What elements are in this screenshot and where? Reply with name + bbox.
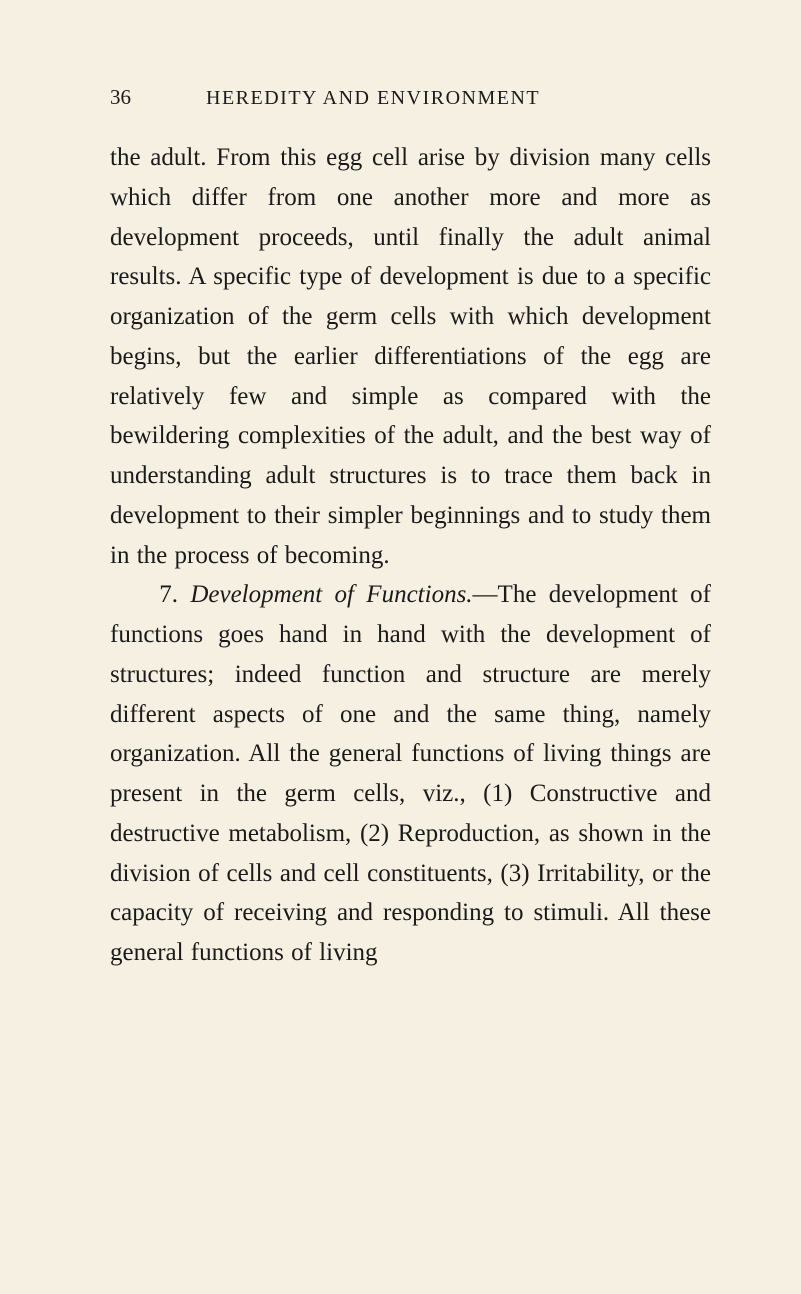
section-title: Development of Functions. [190,581,472,608]
paragraph-continuation: the adult. From this egg cell arise by d… [110,144,711,569]
page-number: 36 [110,85,131,110]
section-body: —The de­velopment of functions goes hand… [110,581,711,966]
running-title: HEREDITY AND ENVIRONMENT [206,87,540,110]
section-number: 7. [159,581,190,608]
body-text: the adult. From this egg cell arise by d… [110,138,711,973]
page-header: 36 HEREDITY AND ENVIRONMENT [110,85,711,110]
section-indent [110,581,159,608]
